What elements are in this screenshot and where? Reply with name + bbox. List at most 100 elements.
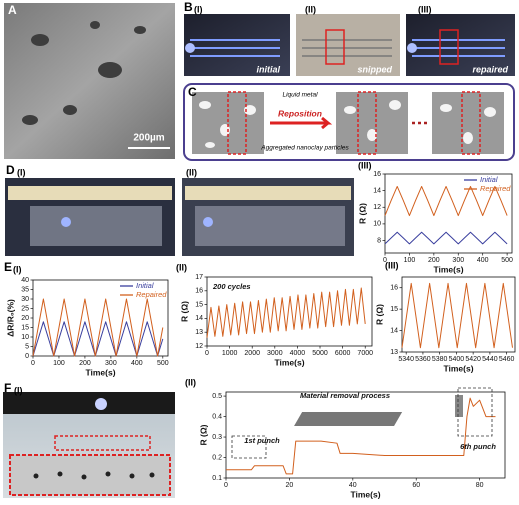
x-tick-label: 1000 (222, 350, 238, 357)
plot-frame (384, 173, 513, 254)
y-tick-label: 16 (195, 288, 203, 295)
x-tick-label: 80 (476, 482, 484, 489)
x-tick-label: 200 (428, 257, 440, 264)
data-line (401, 282, 513, 349)
schematic-label: Liquid metal (282, 92, 318, 99)
annotation: Material removal process (300, 391, 390, 400)
annotation: 1st punch (244, 436, 280, 445)
x-tick-label: 100 (53, 360, 65, 367)
highlight (54, 435, 151, 451)
data-line (32, 298, 164, 357)
y-tick-label: 17 (195, 274, 203, 281)
y-tick-label: 0 (25, 353, 29, 360)
x-tick-label: 300 (105, 360, 117, 367)
y-tick-label: 16 (373, 171, 381, 178)
photo-label: repaired (472, 64, 508, 74)
y-axis-label: R (Ω) (374, 304, 384, 325)
legend-label: Initial (136, 281, 154, 290)
led (407, 43, 417, 53)
panel-label: (I) (14, 385, 23, 395)
y-tick-label: 10 (21, 334, 29, 341)
x-tick-label: 5000 (312, 350, 328, 357)
arrow (270, 116, 333, 130)
sem-photo (4, 3, 175, 159)
pores (22, 21, 146, 125)
highlight (325, 29, 345, 65)
zoom (9, 454, 171, 496)
x-tick-label: 400 (477, 257, 489, 264)
device (195, 206, 345, 246)
inset-sketch (455, 395, 463, 417)
y-tick-label: 0.1 (212, 475, 222, 482)
panel-label: (I) (194, 4, 203, 14)
x-axis-label: Time(s) (443, 363, 473, 373)
y-tick-label: 0.2 (212, 454, 222, 461)
circuit (302, 39, 392, 57)
y-axis-label: R (Ω) (179, 301, 189, 322)
panel-label: A (8, 3, 17, 17)
y-tick-label: 30 (21, 296, 29, 303)
led (95, 398, 107, 410)
data-line (206, 287, 366, 338)
x-tick-label: 0 (383, 257, 387, 264)
plot-frame (401, 276, 516, 353)
x-tick-label: 0 (31, 360, 35, 367)
data-line (384, 185, 508, 217)
y-tick-label: 14 (390, 327, 398, 334)
scale-label: 200µm (133, 133, 164, 144)
y-tick-label: 14 (373, 187, 381, 194)
x-axis-label: Time(s) (85, 367, 115, 377)
y-tick-label: 0.3 (212, 434, 222, 441)
photo (406, 14, 515, 76)
panel-label: (II) (185, 377, 196, 387)
panel-label: C (188, 85, 197, 99)
y-tick-label: 12 (373, 204, 381, 211)
punch-holes (33, 471, 155, 480)
y-tick-label: 40 (21, 277, 29, 284)
x-tick-label: 5440 (482, 356, 498, 363)
punch-box (457, 387, 493, 437)
led (61, 217, 71, 227)
x-tick-label: 0 (205, 350, 209, 357)
x-tick-label: 3000 (267, 350, 283, 357)
x-tick-label: 200 (79, 360, 91, 367)
inset-sketch (294, 412, 403, 426)
device (30, 206, 162, 246)
punch-box (231, 435, 267, 459)
y-tick-label: 15 (21, 324, 29, 331)
data-line (384, 231, 508, 245)
highlight (439, 29, 459, 65)
y-axis-label: ΔR/R₀(%) (5, 299, 15, 337)
panel-label: (II) (176, 262, 187, 272)
x-tick-label: 400 (131, 360, 143, 367)
y-tick-label: 13 (390, 349, 398, 356)
plot-frame (225, 391, 506, 479)
y-tick-label: 10 (373, 221, 381, 228)
x-tick-label: 6000 (335, 350, 351, 357)
y-tick-label: 5 (25, 343, 29, 350)
annotation: 200 cycles (212, 282, 251, 291)
x-tick-label: 5360 (415, 356, 431, 363)
panel-label: (III) (385, 260, 399, 270)
y-tick-label: 15 (390, 306, 398, 313)
photo-label: initial (256, 64, 280, 74)
panel-label: D (6, 163, 15, 177)
y-tick-label: 35 (21, 286, 29, 293)
x-tick-label: 7000 (357, 350, 373, 357)
schematic-label: Reposition (278, 108, 322, 118)
x-tick-label: 300 (452, 257, 464, 264)
led (203, 217, 213, 227)
x-tick-label: 100 (404, 257, 416, 264)
x-tick-label: 500 (501, 257, 513, 264)
photo (3, 392, 175, 414)
schematic-label: Aggregated nanoclay particles (260, 145, 349, 152)
x-tick-label: 5400 (449, 356, 465, 363)
x-axis-label: Time(s) (350, 489, 380, 499)
photo (184, 14, 290, 76)
y-tick-label: 20 (21, 315, 29, 322)
y-axis-label: R (Ω) (198, 424, 208, 445)
y-tick-label: 0.5 (212, 393, 222, 400)
particles (199, 100, 496, 148)
legend-label: Repaired (480, 184, 511, 193)
